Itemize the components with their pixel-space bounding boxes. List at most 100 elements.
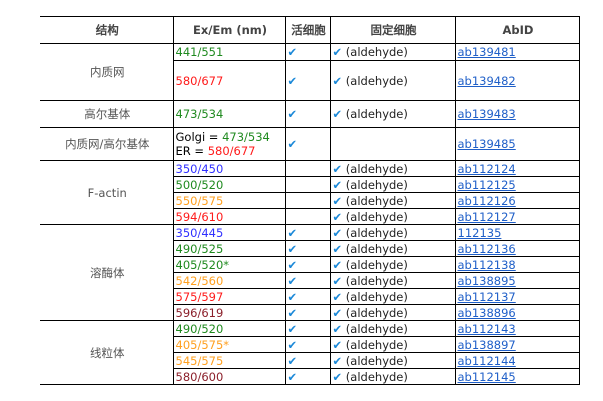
- abid-link[interactable]: ab112144: [457, 353, 516, 368]
- live-cell: ✔: [284, 288, 331, 305]
- fixed-cell: ✔ (aldehyde): [329, 304, 456, 321]
- structure-cell: 高尔基体: [40, 100, 174, 128]
- abid-link[interactable]: ab112127: [457, 209, 516, 224]
- table-row: 405/575* ✔ ✔ (aldehyde) ab138897: [40, 336, 580, 353]
- fixed-method: (aldehyde): [345, 209, 408, 224]
- check-icon: ✔: [332, 321, 343, 336]
- fixed-cell: ✔ (aldehyde): [329, 208, 456, 225]
- fixed-method: (aldehyde): [345, 177, 408, 192]
- abid-link[interactable]: ab139483: [457, 107, 516, 121]
- abid-link[interactable]: ab138895: [457, 273, 516, 288]
- abid-link[interactable]: ab112145: [457, 369, 516, 384]
- exem-value: 500/520: [175, 177, 224, 192]
- abid-link[interactable]: ab138897: [457, 337, 516, 352]
- exem-value: 594/610: [175, 209, 224, 224]
- header-structure: 结构: [40, 16, 174, 44]
- fixed-cell: ✔ (aldehyde): [329, 60, 456, 101]
- header-exem: Ex/Em (nm): [172, 16, 286, 44]
- abid-cell: ab112124: [454, 160, 580, 177]
- fixed-method: (aldehyde): [345, 107, 408, 121]
- header-row: 结构 Ex/Em (nm) 活细胞 固定细胞 AbID: [40, 16, 580, 44]
- live-cell: [284, 176, 331, 193]
- fixed-method: (aldehyde): [345, 45, 408, 59]
- exem-cell: 405/520*: [173, 256, 286, 273]
- check-icon: ✔: [287, 257, 298, 272]
- er-value: 580/677: [207, 144, 256, 158]
- abid-link[interactable]: ab139481: [457, 45, 516, 59]
- table-row: 580/600 ✔ ✔ (aldehyde) ab112145: [40, 368, 580, 385]
- table-row: 内质网 441/551 ✔ ✔ (aldehyde) ab139481: [40, 43, 580, 101]
- abid-cell: ab112138: [454, 256, 580, 273]
- abid-link[interactable]: ab138896: [457, 305, 516, 320]
- check-icon: ✔: [332, 177, 343, 192]
- abid-link[interactable]: ab112143: [457, 321, 516, 336]
- fixed-method: (aldehyde): [345, 193, 408, 208]
- exem-value: 405/575*: [175, 337, 230, 352]
- exem-cell: 490/525: [173, 240, 286, 257]
- abid-link[interactable]: ab139485: [457, 137, 516, 151]
- golgi-value: 473/534: [222, 130, 270, 144]
- check-icon: ✔: [287, 321, 298, 336]
- abid-link[interactable]: 112135: [457, 225, 502, 240]
- fixed-method: (aldehyde): [345, 225, 408, 240]
- abid-link[interactable]: ab139482: [457, 73, 516, 88]
- check-icon: ✔: [332, 209, 343, 224]
- exem-value: 405/520*: [175, 257, 230, 272]
- table-row: 545/575 ✔ ✔ (aldehyde) ab112144: [40, 352, 580, 369]
- live-cell: [284, 160, 331, 177]
- exem-cell: 350/450: [172, 160, 286, 177]
- table-row: 594/610 ✔ (aldehyde) ab112127: [40, 208, 580, 225]
- check-icon: ✔: [332, 161, 343, 176]
- header-abid: AbID: [454, 16, 580, 44]
- fixed-cell: ✔ (aldehyde): [329, 256, 456, 273]
- abid-link[interactable]: ab112138: [457, 257, 516, 272]
- abid-cell: ab139485: [454, 127, 580, 161]
- abid-link[interactable]: ab112125: [457, 177, 516, 192]
- exem-value: 575/597: [175, 289, 224, 304]
- check-icon: ✔: [332, 273, 343, 288]
- exem-cell: 580/600: [173, 368, 286, 385]
- check-icon: ✔: [287, 353, 298, 368]
- structure-cell: 线粒体: [40, 320, 174, 385]
- exem-value: 350/450: [175, 161, 224, 176]
- live-cell: ✔: [284, 304, 331, 321]
- abid-cell: ab138897: [454, 336, 580, 353]
- exem-cell: 405/575*: [173, 336, 286, 353]
- abid-cell: ab138895: [454, 272, 580, 289]
- exem-cell: 594/610: [173, 208, 286, 225]
- abid-cell: ab112137: [454, 288, 580, 305]
- fixed-method: (aldehyde): [345, 257, 408, 272]
- fixed-cell: ✔ (aldehyde): [329, 352, 456, 369]
- abid-link[interactable]: ab112126: [457, 193, 516, 208]
- abid-cell: ab112136: [454, 240, 580, 257]
- fixed-method: (aldehyde): [345, 241, 408, 256]
- exem-cell: 490/520: [172, 320, 286, 337]
- abid-cell: 112135: [454, 224, 580, 241]
- abid-cell: ab139481: [454, 43, 580, 61]
- exem-value: 542/560: [175, 273, 224, 288]
- table-row: 405/520* ✔ ✔ (aldehyde) ab112138: [40, 256, 580, 273]
- abid-link[interactable]: ab112136: [457, 241, 516, 256]
- abid-cell: ab139482: [454, 60, 580, 101]
- exem-value: 550/575: [175, 193, 224, 208]
- live-cell: ✔: [284, 368, 331, 385]
- exem-value: 545/575: [175, 353, 224, 368]
- abid-cell: ab112125: [454, 176, 580, 193]
- check-icon: ✔: [287, 305, 298, 320]
- abid-link[interactable]: ab112137: [457, 289, 516, 304]
- table-row: 542/560 ✔ ✔ (aldehyde) ab138895: [40, 272, 580, 289]
- table-row: 575/597 ✔ ✔ (aldehyde) ab112137: [40, 288, 580, 305]
- exem-cell: 575/597: [173, 288, 286, 305]
- fixed-method: (aldehyde): [345, 337, 408, 352]
- exem-cell: Golgi = 473/534 ER = 580/677: [172, 127, 286, 161]
- exem-value: 580/600: [175, 369, 224, 384]
- check-icon: ✔: [287, 73, 298, 88]
- fixed-cell: ✔ (aldehyde): [329, 320, 456, 337]
- table-row: 596/619 ✔ ✔ (aldehyde) ab138896: [40, 304, 580, 321]
- check-icon: ✔: [332, 73, 343, 88]
- check-icon: ✔: [287, 289, 298, 304]
- abid-cell: ab112126: [454, 192, 580, 209]
- fixed-cell: ✔ (aldehyde): [329, 192, 456, 209]
- live-cell: ✔: [284, 100, 331, 128]
- abid-link[interactable]: ab112124: [457, 161, 516, 176]
